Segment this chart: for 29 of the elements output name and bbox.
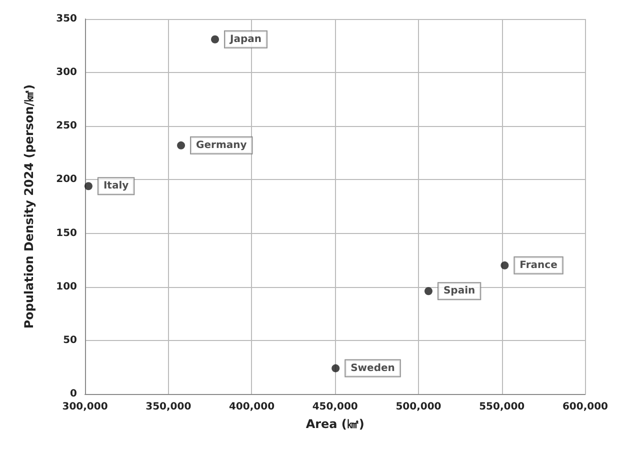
x-tick-label: 600,000 <box>562 402 608 412</box>
annotation: Italy <box>103 180 130 192</box>
point <box>424 287 432 296</box>
x-tick-label: 300,000 <box>62 402 108 412</box>
point <box>500 261 509 270</box>
x-tick-label: 450,000 <box>312 402 358 412</box>
annotation: Sweden <box>350 362 395 374</box>
annotation: Japan <box>229 34 262 45</box>
y-tick-label: 250 <box>56 120 78 132</box>
annotation: France <box>520 260 558 271</box>
y-axis-title: Population Density 2024 (person/㎢) <box>22 84 36 329</box>
x-tick-label: 350,000 <box>146 402 192 412</box>
x-axis-title: Area (㎢) <box>306 417 364 431</box>
y-tick-label: 200 <box>56 174 78 186</box>
y-tick-label: 0 <box>70 388 78 400</box>
y-tick-label: 50 <box>63 334 78 346</box>
point <box>84 182 92 190</box>
x-tick-label: 500,000 <box>396 402 442 412</box>
x-tick-label: 550,000 <box>479 402 525 412</box>
y-tick-label: 300 <box>56 67 78 78</box>
point <box>177 141 186 150</box>
y-tick-label: 350 <box>56 14 78 24</box>
point <box>211 35 220 44</box>
y-tick-label: 150 <box>56 228 78 239</box>
point <box>332 364 340 372</box>
x-tick-label: 400,000 <box>228 402 275 412</box>
annotation: Germany <box>196 140 248 151</box>
annotation: Spain <box>443 286 476 297</box>
y-tick-label: 100 <box>56 281 78 292</box>
